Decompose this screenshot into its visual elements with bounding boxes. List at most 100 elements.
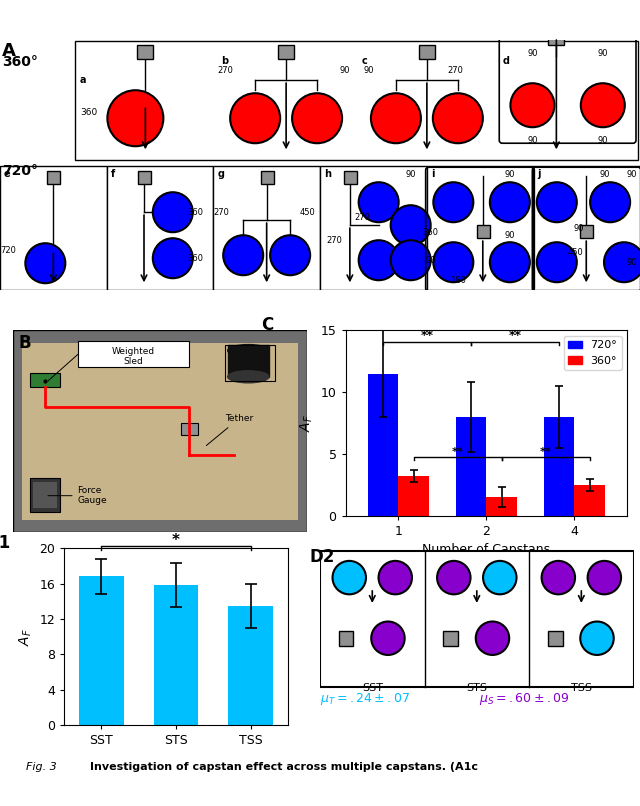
Bar [228, 606, 273, 725]
Circle shape [581, 0, 625, 7]
Text: c: c [362, 56, 367, 66]
Bar [31, 477, 60, 512]
Bar [33, 481, 57, 508]
Text: 270: 270 [213, 208, 229, 217]
Bar [180, 423, 198, 435]
Circle shape [581, 83, 625, 127]
Text: 90: 90 [504, 170, 515, 179]
Text: **: ** [452, 447, 463, 457]
Bar [213, 166, 320, 290]
Text: 90: 90 [504, 231, 515, 239]
Text: A: A [2, 42, 16, 60]
Circle shape [511, 0, 554, 7]
Text: e: e [4, 169, 11, 179]
Text: 90: 90 [426, 256, 436, 264]
Bar [225, 344, 275, 380]
X-axis label: Number of Capstans: Number of Capstans [422, 543, 550, 556]
Text: Sled: Sled [124, 356, 143, 366]
Text: g: g [218, 169, 225, 179]
Text: STS: STS [467, 683, 487, 692]
Circle shape [580, 621, 614, 655]
Circle shape [541, 561, 575, 594]
Text: 360: 360 [187, 254, 203, 263]
Circle shape [476, 621, 509, 655]
Text: 270: 270 [218, 66, 234, 75]
Text: 720: 720 [0, 246, 16, 255]
Bar [107, 166, 213, 290]
Text: 450: 450 [300, 208, 316, 217]
Bar [427, 166, 533, 290]
Text: 90: 90 [627, 170, 637, 179]
Text: 270: 270 [355, 213, 371, 222]
Text: **: ** [420, 329, 433, 342]
Text: 90: 90 [405, 170, 416, 179]
Bar [138, 45, 154, 59]
Text: 270: 270 [326, 235, 342, 245]
Text: j: j [538, 169, 541, 179]
Text: 90: 90 [598, 135, 608, 145]
Text: 90: 90 [364, 66, 374, 75]
Circle shape [590, 182, 630, 222]
Bar [154, 585, 198, 725]
Bar [0, 166, 107, 290]
Bar [486, 497, 517, 516]
Circle shape [483, 561, 516, 594]
Legend: 720°, 360°: 720°, 360° [564, 336, 621, 371]
Text: d: d [502, 56, 509, 66]
Text: C: C [261, 316, 273, 334]
Bar [548, 631, 563, 646]
Bar [260, 171, 274, 185]
Bar [31, 372, 60, 387]
Text: D2: D2 [310, 548, 335, 567]
Circle shape [433, 182, 474, 222]
Text: 360: 360 [187, 208, 203, 217]
Bar [533, 166, 640, 290]
Circle shape [108, 90, 163, 146]
Bar [22, 343, 298, 520]
Text: b: b [221, 56, 228, 66]
Text: 90: 90 [339, 66, 349, 75]
Circle shape [490, 243, 530, 282]
Circle shape [358, 240, 399, 280]
Text: SST: SST [362, 683, 383, 692]
Text: Tether: Tether [206, 414, 253, 446]
Bar [77, 340, 189, 367]
Circle shape [588, 561, 621, 594]
Y-axis label: $A_F$: $A_F$ [17, 628, 33, 646]
Ellipse shape [228, 344, 269, 356]
Circle shape [371, 93, 421, 143]
Text: 360: 360 [422, 228, 438, 237]
Circle shape [153, 239, 193, 278]
Text: *: * [172, 533, 180, 547]
Bar [79, 576, 124, 725]
Circle shape [378, 561, 412, 594]
Bar [367, 374, 398, 516]
Text: $\mu_S = .60 \pm .09$: $\mu_S = .60 \pm .09$ [479, 691, 570, 707]
Circle shape [371, 621, 404, 655]
Bar [548, 31, 564, 45]
Circle shape [537, 182, 577, 222]
Text: Force
Gauge: Force Gauge [48, 486, 107, 505]
Bar [320, 551, 634, 688]
Circle shape [390, 206, 431, 245]
Bar [543, 417, 575, 516]
Bar [47, 171, 60, 185]
Text: i: i [431, 169, 434, 179]
Circle shape [358, 182, 399, 222]
Text: 450: 450 [568, 247, 583, 257]
Text: 90: 90 [598, 48, 608, 58]
Text: B: B [19, 334, 31, 352]
Bar [278, 45, 294, 59]
Text: 90: 90 [527, 135, 538, 145]
Text: Investigation of capstan effect across multiple capstans. (A1c: Investigation of capstan effect across m… [90, 762, 477, 771]
Text: D1: D1 [0, 534, 11, 552]
Circle shape [333, 561, 366, 594]
Circle shape [153, 192, 193, 232]
Text: a: a [80, 75, 86, 85]
Circle shape [604, 243, 640, 282]
Bar [477, 225, 490, 239]
Text: f: f [111, 169, 115, 179]
Bar [320, 166, 427, 290]
Circle shape [390, 240, 431, 280]
Circle shape [292, 93, 342, 143]
